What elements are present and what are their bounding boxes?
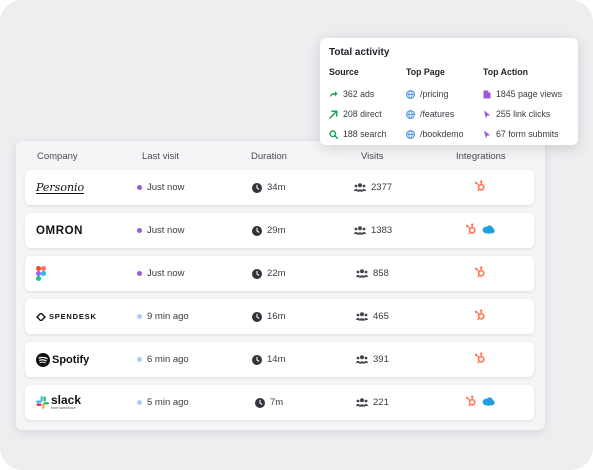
cursor-icon (484, 130, 491, 138)
header-last-visit: Last visit (142, 151, 179, 162)
figma-logo (36, 256, 46, 291)
status-dot (137, 357, 142, 362)
company-activity-table: Company Last visit Duration Visits Integ… (16, 141, 545, 430)
users-icon (354, 183, 366, 192)
visits-cell: 391 (356, 342, 389, 377)
last-visit-cell: 9 min ago (137, 299, 189, 334)
duration-cell: 14m (252, 342, 285, 377)
slack-logo: slack from salesforce (36, 385, 81, 420)
clock-icon (252, 311, 262, 322)
table-row[interactable]: OMRON Just now 29m 1383 (25, 213, 534, 248)
globe-icon (406, 129, 415, 139)
header-duration: Duration (251, 151, 287, 162)
integrations-cell (474, 256, 486, 291)
duration-cell: 22m (252, 256, 285, 291)
source-column: Source 362 ads 208 direct 188 search (329, 67, 387, 144)
clock-icon (252, 354, 262, 365)
integrations-cell (465, 213, 495, 248)
hubspot-icon[interactable] (474, 309, 486, 324)
visits-cell: 1383 (354, 213, 392, 248)
arrow-up-right-icon (329, 109, 338, 119)
top-page-item-pricing[interactable]: /pricing (406, 84, 464, 104)
source-item-direct: 208 direct (329, 104, 387, 124)
top-action-column: Top Action 1845 page views 255 link clic… (483, 67, 562, 144)
top-page-item-features[interactable]: /features (406, 104, 464, 124)
share-arrow-icon (329, 91, 338, 98)
users-icon (356, 398, 368, 407)
source-item-ads: 362 ads (329, 84, 387, 104)
duration-cell: 29m (252, 213, 285, 248)
status-dot (137, 185, 142, 190)
hubspot-icon[interactable] (465, 395, 477, 410)
salesforce-icon[interactable] (482, 224, 495, 237)
globe-icon (406, 109, 415, 119)
personio-logo: Personio (36, 180, 85, 194)
visits-cell: 2377 (354, 170, 392, 205)
status-dot (137, 228, 142, 233)
integrations-cell (474, 170, 486, 205)
header-integrations: Integrations (456, 151, 506, 162)
clock-icon (252, 225, 262, 236)
status-dot (137, 271, 142, 276)
top-action-item-link-clicks: 255 link clicks (483, 104, 562, 124)
total-activity-popup: Total activity Source 362 ads 208 direct… (320, 38, 578, 145)
hubspot-icon[interactable] (474, 180, 486, 195)
slack-mark-icon (36, 396, 49, 409)
hubspot-icon[interactable] (465, 223, 477, 238)
source-header: Source (329, 67, 359, 77)
hubspot-icon[interactable] (474, 266, 486, 281)
popup-title: Total activity (329, 47, 390, 58)
header-visits: Visits (361, 151, 384, 162)
spotify-mark-icon (36, 352, 50, 367)
top-page-header: Top Page (406, 67, 445, 77)
clock-icon (252, 268, 262, 279)
table-row[interactable]: Personio Just now 34m 2377 (25, 170, 534, 205)
spendesk-mark-icon (36, 312, 46, 321)
table-header: Company Last visit Duration Visits Integ… (16, 141, 545, 169)
status-dot (137, 400, 142, 405)
spendesk-logo: SPENDESK (36, 299, 97, 334)
top-page-item-bookdemo[interactable]: /bookdemo (406, 124, 464, 144)
visits-cell: 858 (356, 256, 389, 291)
table-row[interactable]: SPENDESK 9 min ago 16m 465 (25, 299, 534, 334)
salesforce-icon[interactable] (482, 396, 495, 409)
visits-cell: 465 (356, 299, 389, 334)
top-page-column: Top Page /pricing /features /bookdemo (406, 67, 464, 144)
last-visit-cell: 5 min ago (137, 385, 189, 420)
users-icon (356, 312, 368, 321)
status-dot (137, 314, 142, 319)
duration-cell: 34m (252, 170, 285, 205)
omron-logo: OMRON (36, 224, 84, 237)
table-row[interactable]: Spotify 6 min ago 14m 391 (25, 342, 534, 377)
source-item-search: 188 search (329, 124, 387, 144)
users-icon (354, 226, 366, 235)
document-icon (483, 90, 491, 98)
top-action-item-form-submits: 67 form submits (483, 124, 562, 144)
top-action-item-page-views: 1845 page views (483, 84, 562, 104)
integrations-cell (465, 385, 495, 420)
clock-icon (252, 182, 262, 193)
top-action-header: Top Action (483, 67, 528, 77)
table-row[interactable]: slack from salesforce 5 min ago 7m 221 (25, 385, 534, 420)
users-icon (356, 355, 368, 364)
clock-icon (255, 397, 265, 408)
integrations-cell (474, 299, 486, 334)
table-row[interactable]: Just now 22m 858 (25, 256, 534, 291)
globe-icon (406, 89, 415, 99)
last-visit-cell: Just now (137, 213, 185, 248)
cursor-icon (484, 110, 491, 118)
duration-cell: 7m (255, 385, 283, 420)
last-visit-cell: 6 min ago (137, 342, 189, 377)
last-visit-cell: Just now (137, 170, 185, 205)
integrations-cell (474, 342, 486, 377)
spotify-logo: Spotify (36, 342, 89, 377)
users-icon (356, 269, 368, 278)
last-visit-cell: Just now (137, 256, 185, 291)
hubspot-icon[interactable] (474, 352, 486, 367)
search-icon (329, 129, 338, 139)
visits-cell: 221 (356, 385, 389, 420)
duration-cell: 16m (252, 299, 285, 334)
header-company: Company (37, 151, 78, 162)
